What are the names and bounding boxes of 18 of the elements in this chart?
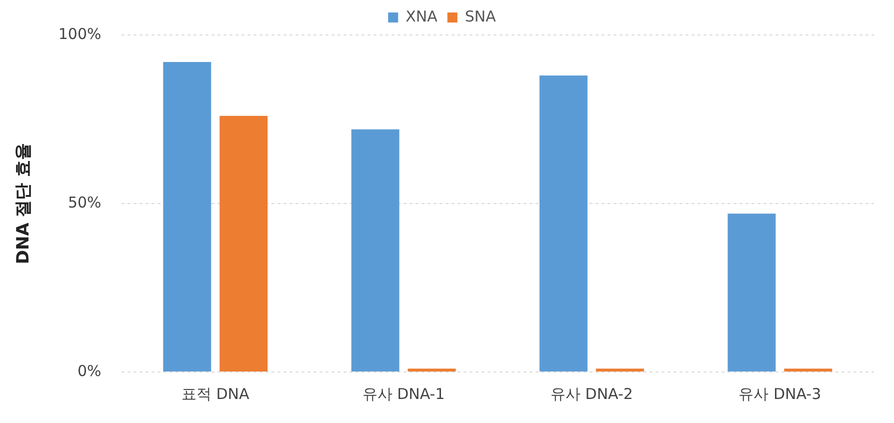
y-tick-label: 100%: [58, 24, 102, 43]
bar: [163, 62, 212, 372]
bar: [408, 368, 456, 372]
legend-label: XNA: [406, 7, 438, 26]
bar: [784, 368, 832, 372]
y-axis-title: DNA 절단 효율: [14, 142, 34, 264]
legend-label: SNA: [464, 7, 497, 26]
x-tick-label: 유사 DNA-1: [362, 384, 445, 403]
y-tick-label: 50%: [68, 193, 102, 212]
bar: [220, 116, 268, 372]
bar: [596, 368, 644, 372]
y-tick-label: 0%: [77, 362, 102, 380]
bar: [351, 129, 400, 372]
x-tick-label: 유사 DNA-3: [738, 384, 822, 403]
bar: [728, 214, 776, 372]
bar: [540, 75, 588, 372]
x-tick-label: 표적 DNA: [181, 384, 250, 403]
x-tick-label: 유사 DNA-2: [550, 384, 633, 403]
